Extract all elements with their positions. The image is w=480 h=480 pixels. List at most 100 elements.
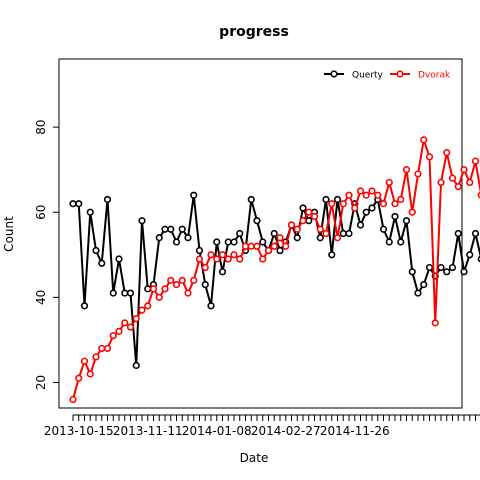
- x-tick-label: 2014-11-26: [320, 424, 390, 438]
- data-point: [133, 316, 139, 322]
- data-point: [248, 197, 254, 203]
- data-point: [375, 192, 381, 198]
- data-point: [363, 192, 369, 198]
- data-point: [145, 303, 151, 309]
- data-point: [237, 256, 243, 262]
- data-point: [358, 222, 364, 228]
- data-point: [208, 252, 214, 258]
- data-point: [438, 180, 444, 186]
- data-point: [254, 243, 260, 249]
- x-tick-label: 2013-10-15: [44, 424, 114, 438]
- data-point: [277, 235, 283, 241]
- data-point: [116, 329, 122, 335]
- legend-label: Querty: [352, 71, 384, 81]
- data-point: [87, 371, 93, 377]
- data-point: [82, 303, 88, 309]
- data-point: [294, 226, 300, 232]
- data-point: [231, 252, 237, 258]
- data-point: [156, 295, 162, 301]
- data-point: [329, 201, 335, 207]
- series-layer: [70, 137, 480, 402]
- y-tick-label: 80: [34, 119, 48, 134]
- data-point: [317, 226, 323, 232]
- data-point: [444, 150, 450, 156]
- data-point: [409, 209, 415, 215]
- data-point: [191, 278, 197, 284]
- data-point: [473, 158, 479, 164]
- data-point: [110, 333, 116, 339]
- y-tick-label: 40: [34, 290, 48, 305]
- data-point: [99, 260, 105, 266]
- x-tick-label: 2014-01-08: [182, 424, 252, 438]
- data-point: [93, 248, 99, 254]
- data-point: [450, 265, 456, 271]
- data-point: [467, 180, 473, 186]
- data-point: [346, 192, 352, 198]
- data-point: [363, 209, 369, 215]
- data-point: [87, 209, 93, 215]
- data-point: [208, 303, 214, 309]
- chart-title: progress: [219, 24, 289, 40]
- legend-marker: [397, 71, 403, 77]
- data-point: [139, 307, 145, 313]
- data-point: [185, 290, 191, 296]
- data-point: [409, 269, 415, 275]
- data-point: [168, 226, 174, 232]
- data-point: [398, 197, 404, 203]
- data-point: [70, 397, 76, 403]
- data-point: [260, 256, 266, 262]
- data-point: [76, 201, 82, 207]
- data-point: [340, 201, 346, 207]
- data-point: [237, 231, 243, 237]
- data-point: [381, 201, 387, 207]
- x-tick-label: 2014-02-27: [251, 424, 321, 438]
- data-point: [312, 214, 318, 220]
- data-point: [151, 286, 157, 292]
- y-tick-label: 20: [34, 375, 48, 390]
- data-point: [381, 226, 387, 232]
- data-point: [197, 248, 203, 254]
- data-point: [392, 201, 398, 207]
- data-point: [128, 324, 134, 330]
- data-point: [254, 218, 260, 224]
- data-point: [76, 375, 82, 381]
- data-point: [404, 218, 410, 224]
- data-point: [317, 235, 323, 241]
- data-point: [404, 167, 410, 173]
- data-point: [70, 201, 76, 207]
- data-point: [162, 286, 168, 292]
- data-point: [444, 269, 450, 275]
- data-point: [231, 239, 237, 245]
- data-point: [93, 354, 99, 360]
- data-point: [340, 231, 346, 237]
- data-point: [346, 231, 352, 237]
- data-point: [220, 269, 226, 275]
- data-point: [179, 278, 185, 284]
- data-point: [277, 248, 283, 254]
- data-point: [415, 171, 421, 177]
- legend-marker: [331, 71, 337, 77]
- data-point: [369, 205, 375, 211]
- data-point: [329, 252, 335, 258]
- data-point: [335, 197, 341, 203]
- y-axis: 20 40 60 80: [34, 119, 59, 390]
- series-dvorak: [70, 137, 480, 402]
- data-point: [294, 235, 300, 241]
- data-point: [243, 243, 249, 249]
- data-point: [438, 265, 444, 271]
- data-point: [214, 239, 220, 245]
- data-point: [105, 346, 111, 352]
- data-point: [202, 282, 208, 288]
- data-point: [162, 226, 168, 232]
- data-point: [145, 286, 151, 292]
- data-point: [461, 269, 467, 275]
- x-axis: 2013-10-15 2013-11-11 2014-01-08 2014-02-27…: [44, 415, 480, 438]
- data-point: [415, 290, 421, 296]
- data-point: [335, 235, 341, 241]
- y-axis-label: Count: [2, 216, 16, 252]
- legend: Querty Dvorak: [324, 71, 451, 81]
- data-point: [306, 218, 312, 224]
- series-line: [73, 140, 480, 400]
